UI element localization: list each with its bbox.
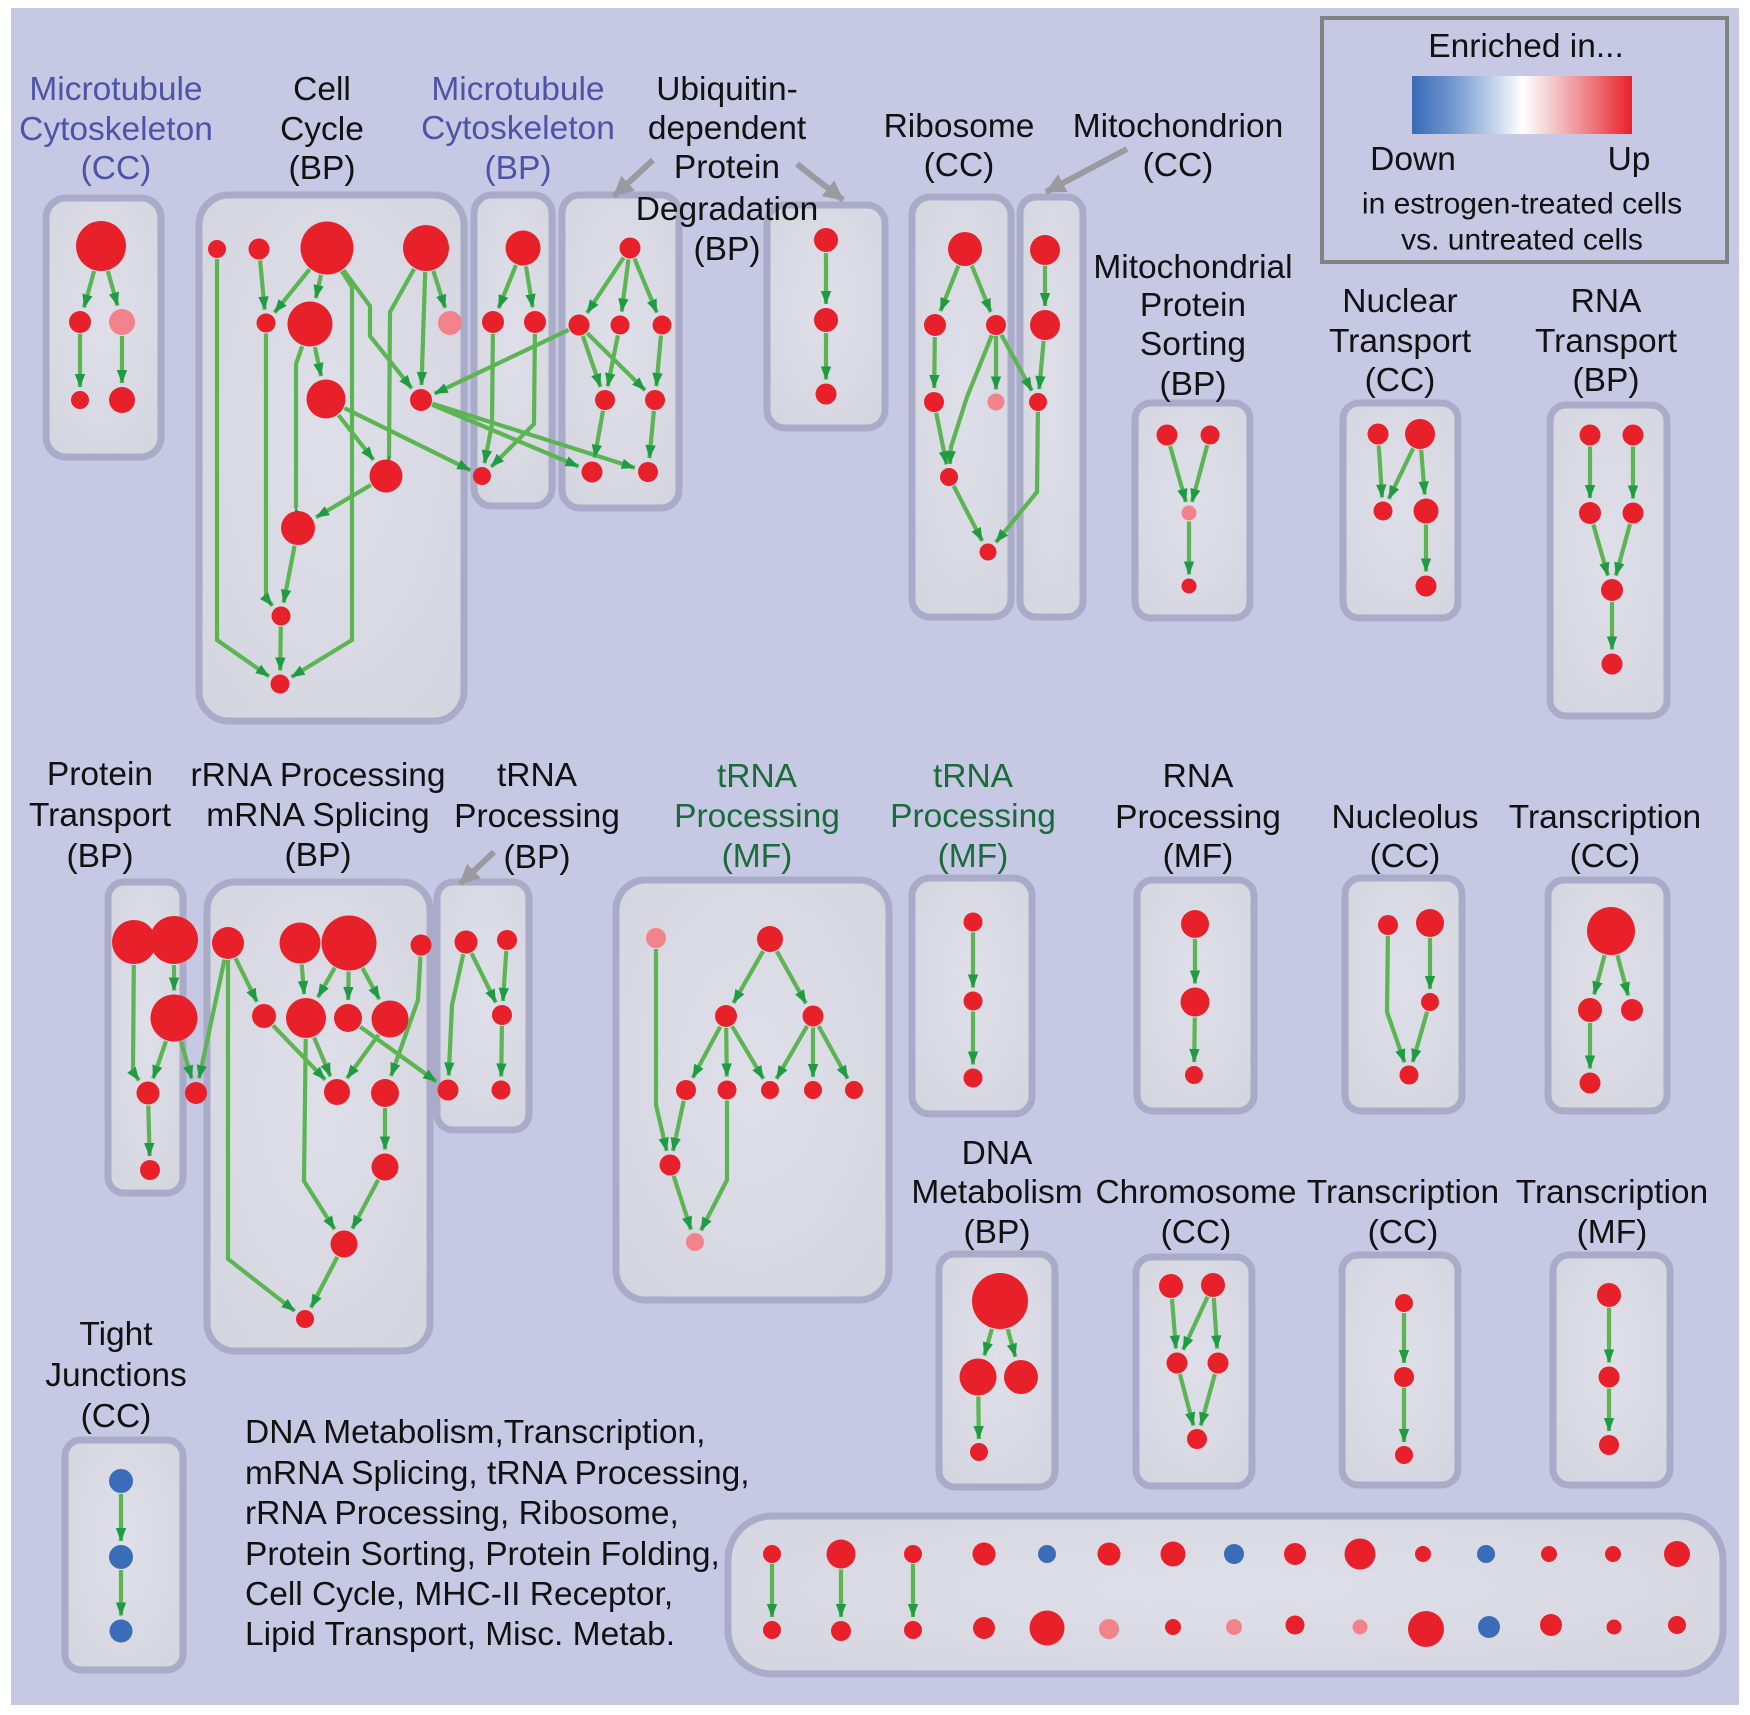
svg-text:Degradation: Degradation bbox=[636, 191, 819, 228]
svg-text:(MF): (MF) bbox=[1163, 838, 1234, 875]
svg-text:Cell Cycle, MHC-II Receptor,: Cell Cycle, MHC-II Receptor, bbox=[245, 1576, 673, 1613]
svg-text:Transport: Transport bbox=[1535, 323, 1678, 360]
svg-text:Processing: Processing bbox=[890, 798, 1056, 835]
svg-text:(CC): (CC) bbox=[1365, 362, 1436, 399]
svg-text:(BP): (BP) bbox=[1573, 362, 1640, 399]
svg-text:(CC): (CC) bbox=[1143, 147, 1214, 184]
svg-text:(BP): (BP) bbox=[964, 1214, 1031, 1251]
svg-text:(CC): (CC) bbox=[1370, 838, 1441, 875]
svg-text:Transcription: Transcription bbox=[1509, 799, 1701, 836]
svg-text:(BP): (BP) bbox=[504, 839, 571, 876]
svg-text:(BP): (BP) bbox=[67, 838, 134, 875]
svg-text:(CC): (CC) bbox=[1570, 838, 1641, 875]
svg-text:Transcription: Transcription bbox=[1516, 1174, 1708, 1211]
svg-text:(BP): (BP) bbox=[289, 150, 356, 187]
svg-text:Processing: Processing bbox=[1115, 799, 1281, 836]
svg-text:RNA: RNA bbox=[1163, 758, 1234, 795]
svg-text:(CC): (CC) bbox=[81, 1398, 152, 1435]
svg-text:dependent: dependent bbox=[648, 110, 807, 147]
svg-text:Ribosome: Ribosome bbox=[884, 108, 1035, 145]
svg-text:Lipid Transport, Misc. Metab.: Lipid Transport, Misc. Metab. bbox=[245, 1616, 675, 1653]
svg-text:Enriched in...: Enriched in... bbox=[1428, 28, 1624, 65]
svg-text:(MF): (MF) bbox=[722, 838, 793, 875]
svg-text:Up: Up bbox=[1608, 141, 1651, 178]
svg-text:(BP): (BP) bbox=[694, 231, 761, 268]
svg-text:Protein Sorting, Protein Foldi: Protein Sorting, Protein Folding, bbox=[245, 1536, 720, 1573]
svg-text:Tight: Tight bbox=[79, 1316, 153, 1353]
svg-text:(MF): (MF) bbox=[938, 838, 1009, 875]
svg-text:DNA Metabolism,Transcription,: DNA Metabolism,Transcription, bbox=[245, 1414, 705, 1451]
svg-text:vs. untreated cells: vs. untreated cells bbox=[1401, 224, 1643, 257]
svg-text:Sorting: Sorting bbox=[1140, 326, 1246, 363]
svg-text:Chromosome: Chromosome bbox=[1095, 1174, 1296, 1211]
svg-text:Transport: Transport bbox=[29, 797, 172, 834]
svg-text:mRNA Splicing, tRNA Processing: mRNA Splicing, tRNA Processing, bbox=[245, 1455, 750, 1492]
svg-text:Cycle: Cycle bbox=[280, 111, 364, 148]
svg-text:rRNA Processing, Ribosome,: rRNA Processing, Ribosome, bbox=[245, 1495, 679, 1532]
svg-text:Mitochondrion: Mitochondrion bbox=[1073, 108, 1283, 145]
svg-text:(CC): (CC) bbox=[81, 150, 152, 187]
svg-text:Mitochondrial: Mitochondrial bbox=[1093, 249, 1292, 286]
svg-text:Protein: Protein bbox=[674, 149, 780, 186]
svg-text:Microtubule: Microtubule bbox=[29, 71, 202, 108]
svg-text:Protein: Protein bbox=[1140, 287, 1246, 324]
svg-text:DNA: DNA bbox=[962, 1135, 1033, 1172]
svg-text:Junctions: Junctions bbox=[45, 1357, 187, 1394]
svg-text:tRNA: tRNA bbox=[717, 758, 798, 795]
svg-text:Microtubule: Microtubule bbox=[431, 71, 604, 108]
svg-text:Nuclear: Nuclear bbox=[1342, 283, 1457, 320]
svg-text:Processing: Processing bbox=[454, 798, 620, 835]
svg-text:rRNA Processing: rRNA Processing bbox=[190, 757, 445, 794]
svg-text:Down: Down bbox=[1370, 141, 1456, 178]
svg-text:Cell: Cell bbox=[293, 71, 351, 108]
svg-text:mRNA Splicing: mRNA Splicing bbox=[206, 797, 429, 834]
svg-text:(BP): (BP) bbox=[1160, 366, 1227, 403]
svg-text:Transport: Transport bbox=[1329, 323, 1472, 360]
svg-text:(CC): (CC) bbox=[1368, 1214, 1439, 1251]
svg-text:tRNA: tRNA bbox=[933, 758, 1014, 795]
svg-text:(CC): (CC) bbox=[1161, 1214, 1232, 1251]
svg-text:Cytoskeleton: Cytoskeleton bbox=[421, 110, 615, 147]
svg-text:Ubiquitin-: Ubiquitin- bbox=[656, 71, 798, 108]
svg-text:Cytoskeleton: Cytoskeleton bbox=[19, 111, 213, 148]
svg-text:Processing: Processing bbox=[674, 798, 840, 835]
svg-text:(CC): (CC) bbox=[924, 147, 995, 184]
svg-text:Nucleolus: Nucleolus bbox=[1331, 799, 1478, 836]
svg-text:Protein: Protein bbox=[47, 756, 153, 793]
svg-text:in estrogen-treated cells: in estrogen-treated cells bbox=[1362, 188, 1682, 221]
svg-text:(BP): (BP) bbox=[285, 837, 352, 874]
svg-text:(BP): (BP) bbox=[485, 150, 552, 187]
svg-text:Metabolism: Metabolism bbox=[911, 1174, 1082, 1211]
svg-text:tRNA: tRNA bbox=[497, 757, 578, 794]
svg-text:RNA: RNA bbox=[1571, 283, 1642, 320]
svg-text:Transcription: Transcription bbox=[1307, 1174, 1499, 1211]
svg-text:(MF): (MF) bbox=[1577, 1214, 1648, 1251]
